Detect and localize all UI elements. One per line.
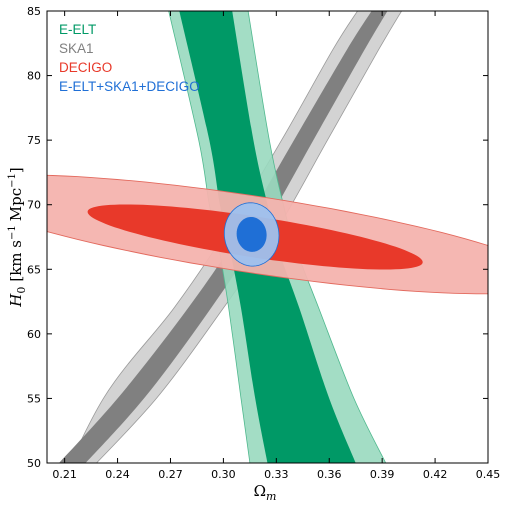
y-tick-label: 60 <box>27 328 41 341</box>
y-tick-label: 75 <box>27 134 41 147</box>
legend: E-ELT SKA1 DECIGO E-ELT+SKA1+DECIGO <box>59 22 200 94</box>
y-axis-ticks: 50 55 60 65 70 75 80 85 <box>27 5 488 470</box>
x-axis-ticks: 0.21 0.24 0.27 0.30 0.33 0.36 0.39 0.42 0.45 <box>52 11 500 481</box>
y-axis-units-exp: −1 <box>7 225 18 240</box>
x-axis-subscript: m <box>266 490 276 503</box>
x-tick-label: 0.42 <box>423 468 448 481</box>
plot-area <box>47 11 488 463</box>
y-axis-title: H0[km s−1Mpc−1] <box>7 167 28 307</box>
plot-frame <box>46 10 489 464</box>
x-axis-title: Ωm <box>254 482 277 503</box>
y-axis-symbol: H <box>7 293 25 308</box>
combined-contours <box>223 202 280 267</box>
y-tick-label: 70 <box>27 199 41 212</box>
ska1-inner-band <box>59 11 388 463</box>
y-axis-units-2: Mpc <box>7 188 25 221</box>
y-tick-label: 55 <box>27 392 41 405</box>
x-tick-label: 0.30 <box>211 468 236 481</box>
x-tick-label: 0.27 <box>158 468 183 481</box>
x-tick-label: 0.36 <box>317 468 342 481</box>
x-tick-label: 0.39 <box>370 468 395 481</box>
x-tick-label: 0.21 <box>52 468 77 481</box>
legend-entry: E-ELT <box>59 22 96 37</box>
y-axis-units: [km s <box>7 240 25 282</box>
x-tick-label: 0.33 <box>264 468 289 481</box>
combined-inner-ellipse <box>236 217 267 252</box>
y-tick-label: 85 <box>27 5 41 18</box>
y-tick-label: 50 <box>27 457 41 470</box>
legend-entry: SKA1 <box>59 41 94 56</box>
x-tick-label: 0.45 <box>476 468 501 481</box>
legend-entry: DECIGO <box>59 60 112 75</box>
y-axis-close: ] <box>7 167 25 173</box>
y-axis-subscript: 0 <box>15 287 28 294</box>
y-tick-label: 65 <box>27 263 41 276</box>
legend-entry: E-ELT+SKA1+DECIGO <box>59 79 200 94</box>
x-axis-symbol: Ω <box>254 482 266 500</box>
y-tick-label: 80 <box>27 70 41 83</box>
x-tick-label: 0.24 <box>105 468 130 481</box>
y-axis-units-exp-2: −1 <box>7 173 18 188</box>
